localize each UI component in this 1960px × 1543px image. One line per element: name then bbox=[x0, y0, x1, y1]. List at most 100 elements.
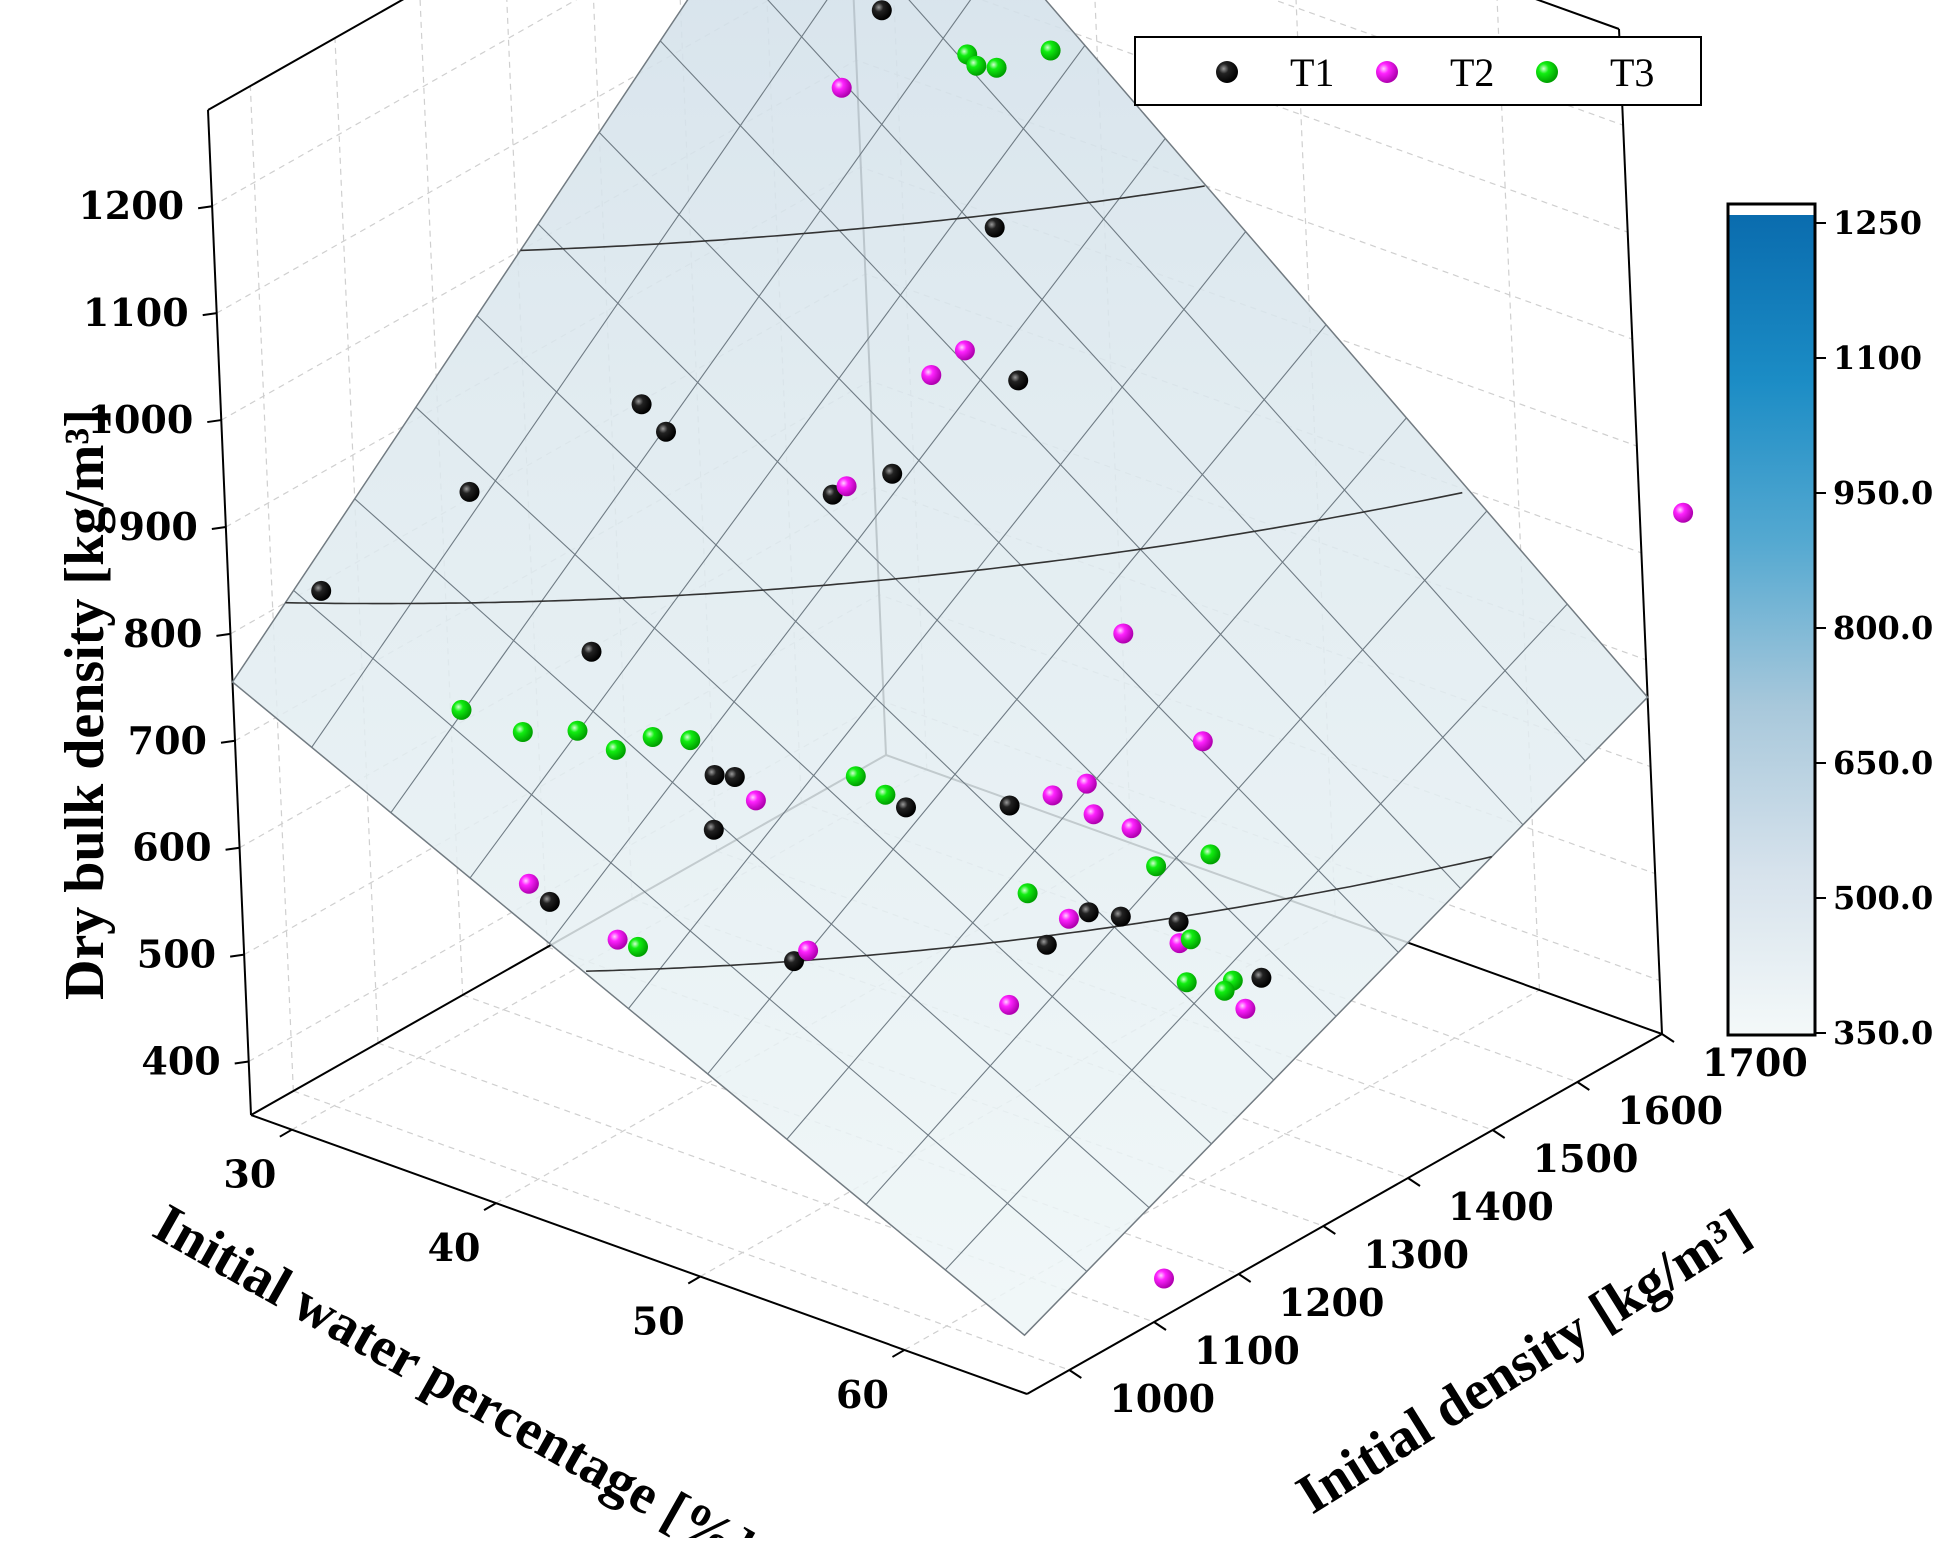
point-t2 bbox=[1076, 773, 1097, 794]
colorbar-tick-label: 1100 bbox=[1833, 339, 1922, 377]
surface-mesh-line bbox=[1044, 0, 1649, 698]
colorbar: 1250 1100 950.0 800.0 650.0 500.0 350.0 bbox=[1726, 202, 1933, 1052]
point-t3 bbox=[451, 699, 472, 720]
point-t3 bbox=[1176, 972, 1197, 993]
x-tick-label: 60 bbox=[836, 1372, 889, 1417]
point-t2 bbox=[1083, 804, 1104, 825]
legend: T1 T2 T3 bbox=[1134, 36, 1702, 106]
z-tick-mark bbox=[216, 632, 231, 637]
y-tick-mark bbox=[1238, 1273, 1252, 1283]
z-tick-label: 500 bbox=[137, 932, 216, 977]
z-tick-label: 800 bbox=[123, 611, 202, 656]
x-tick-label: 50 bbox=[632, 1299, 685, 1344]
point-t1 bbox=[1110, 906, 1131, 927]
point-t2 bbox=[836, 476, 857, 497]
legend-marker-t1 bbox=[1216, 61, 1238, 83]
axis-box-front bbox=[250, 1033, 1663, 1395]
point-t3 bbox=[605, 739, 626, 760]
z-tick-label: 900 bbox=[119, 504, 198, 549]
point-t3 bbox=[567, 720, 588, 741]
surface-mesh-line bbox=[865, 510, 1488, 1205]
axis-edge bbox=[1026, 1033, 1663, 1395]
point-t1 bbox=[896, 797, 916, 818]
z-tick-mark bbox=[229, 953, 245, 958]
point-t1 bbox=[1036, 934, 1057, 955]
z-tick-label: 1000 bbox=[88, 397, 194, 442]
surface-mesh-line bbox=[537, 223, 1337, 1017]
point-t1 bbox=[1078, 902, 1099, 923]
colorbar-tick-label: 950.0 bbox=[1833, 474, 1933, 512]
z-tick-mark bbox=[211, 525, 226, 530]
x-tick-mark bbox=[483, 1202, 497, 1211]
point-t2 bbox=[1192, 731, 1213, 752]
point-t3 bbox=[680, 730, 701, 751]
z-tick-mark bbox=[207, 419, 222, 424]
point-t1 bbox=[656, 421, 676, 442]
point-t1 bbox=[539, 891, 560, 912]
surface-mesh-line bbox=[944, 603, 1568, 1271]
point-t1 bbox=[882, 463, 903, 484]
point-t1 bbox=[1168, 911, 1189, 932]
point-t1 bbox=[459, 481, 480, 502]
colorbar-gradient bbox=[1728, 215, 1815, 1035]
point-t1 bbox=[1008, 370, 1029, 391]
point-t1 bbox=[871, 0, 892, 21]
point-t1 bbox=[984, 217, 1005, 238]
point-t3 bbox=[986, 57, 1007, 78]
point-t2 bbox=[1113, 623, 1134, 644]
y-tick-label: 1500 bbox=[1533, 1136, 1639, 1181]
axis-edge bbox=[250, 1114, 1028, 1395]
y-tick-mark bbox=[1153, 1321, 1167, 1331]
x-gridline bbox=[1496, 0, 1541, 990]
point-t1 bbox=[581, 641, 602, 662]
y-tick-label: 1700 bbox=[1702, 1040, 1808, 1085]
x-tick-label: 40 bbox=[428, 1225, 481, 1270]
point-t1 bbox=[704, 765, 725, 785]
legend-marker-t3 bbox=[1536, 61, 1558, 83]
data-points bbox=[311, 0, 1694, 1289]
colorbar-top-gap bbox=[1728, 204, 1815, 215]
y-tick-mark bbox=[1407, 1177, 1421, 1187]
z-axis-title: Dry bulk density [kg/m³] bbox=[54, 409, 116, 1000]
x-tick-mark bbox=[687, 1275, 701, 1285]
z-tick-mark bbox=[202, 312, 217, 317]
z-gridline bbox=[211, 0, 1624, 207]
x-tick-mark bbox=[891, 1349, 905, 1358]
point-t2 bbox=[1058, 908, 1079, 929]
point-t1 bbox=[724, 767, 745, 787]
point-t3 bbox=[966, 55, 987, 76]
point-t3 bbox=[1214, 980, 1235, 1001]
point-t3 bbox=[875, 784, 896, 805]
y-tick-label: 1000 bbox=[1109, 1376, 1215, 1421]
point-t2 bbox=[1154, 1268, 1174, 1289]
z-gridline bbox=[216, 0, 1628, 314]
y-tick-label: 1100 bbox=[1194, 1328, 1300, 1373]
point-t3 bbox=[1017, 883, 1038, 904]
point-t2 bbox=[999, 994, 1020, 1015]
axis-edge bbox=[207, 109, 252, 1116]
point-t2 bbox=[954, 340, 975, 361]
point-t1 bbox=[784, 951, 804, 972]
z-tick-mark bbox=[225, 846, 240, 851]
point-t3 bbox=[845, 766, 866, 787]
surface-mesh-line bbox=[767, 0, 1524, 826]
point-t2 bbox=[831, 77, 852, 98]
surface-mesh-line bbox=[786, 417, 1407, 1140]
z-tick-label: 600 bbox=[132, 825, 211, 870]
colorbar-tick-label: 800.0 bbox=[1833, 609, 1933, 647]
point-t2 bbox=[745, 790, 766, 811]
point-t3 bbox=[512, 722, 533, 742]
surface-mesh-line bbox=[1024, 696, 1648, 1336]
z-tick-label: 1100 bbox=[83, 290, 189, 335]
y-tick-mark bbox=[1492, 1129, 1506, 1139]
axis-edge bbox=[207, 0, 405, 111]
y-tick-mark bbox=[1322, 1225, 1336, 1235]
y-gridline bbox=[249, 85, 294, 1092]
point-t3 bbox=[628, 936, 648, 957]
point-t2 bbox=[518, 873, 539, 894]
point-t2 bbox=[1042, 785, 1063, 806]
x-tick-label: 30 bbox=[223, 1152, 276, 1197]
x-tick-mark bbox=[279, 1128, 293, 1138]
